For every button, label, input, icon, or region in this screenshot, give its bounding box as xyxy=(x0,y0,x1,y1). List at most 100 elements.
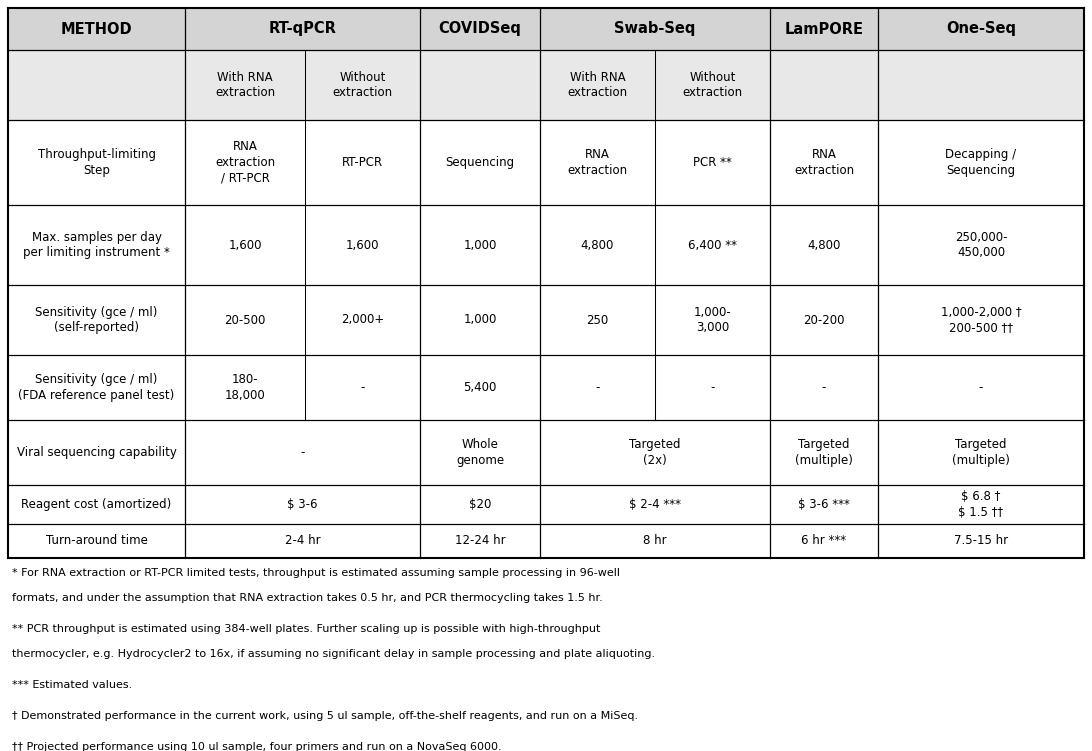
Text: 1,000-
3,000: 1,000- 3,000 xyxy=(693,306,732,334)
Bar xyxy=(185,355,305,420)
Text: COVIDSeq: COVIDSeq xyxy=(439,22,522,37)
Text: 4,800: 4,800 xyxy=(581,239,614,252)
Bar xyxy=(420,120,541,205)
Bar xyxy=(878,485,1084,524)
Text: 250: 250 xyxy=(586,313,608,327)
Text: Targeted
(multiple): Targeted (multiple) xyxy=(952,439,1010,467)
Text: Targeted
(2x): Targeted (2x) xyxy=(629,439,680,467)
Bar xyxy=(878,8,1084,50)
Bar xyxy=(878,50,1084,120)
Bar xyxy=(420,420,541,485)
Bar xyxy=(185,8,420,50)
Text: Without
extraction: Without extraction xyxy=(682,71,743,99)
Text: Sensitivity (gce / ml)
(self-reported): Sensitivity (gce / ml) (self-reported) xyxy=(35,306,157,334)
Bar xyxy=(8,285,185,355)
Bar xyxy=(185,205,305,285)
Bar xyxy=(541,50,655,120)
Bar xyxy=(8,50,185,120)
Bar xyxy=(541,420,770,485)
Text: RNA
extraction
/ RT-PCR: RNA extraction / RT-PCR xyxy=(215,140,275,185)
Bar xyxy=(305,120,420,205)
Text: 4,800: 4,800 xyxy=(807,239,841,252)
Text: With RNA
extraction: With RNA extraction xyxy=(568,71,628,99)
Bar xyxy=(185,50,305,120)
Text: 1,600: 1,600 xyxy=(346,239,379,252)
Text: 8 hr: 8 hr xyxy=(643,535,667,547)
Bar xyxy=(878,205,1084,285)
Text: 2,000+: 2,000+ xyxy=(341,313,384,327)
Bar xyxy=(770,285,878,355)
Bar xyxy=(305,205,420,285)
Bar xyxy=(878,420,1084,485)
Bar xyxy=(655,50,770,120)
Text: 1,000: 1,000 xyxy=(463,313,497,327)
Text: Throughput-limiting
Step: Throughput-limiting Step xyxy=(37,148,155,176)
Bar xyxy=(305,285,420,355)
Bar xyxy=(185,485,420,524)
Bar xyxy=(8,485,185,524)
Bar xyxy=(655,205,770,285)
Bar xyxy=(878,285,1084,355)
Bar xyxy=(541,205,655,285)
Text: 180-
18,000: 180- 18,000 xyxy=(225,373,265,402)
Text: 7.5-15 hr: 7.5-15 hr xyxy=(954,535,1008,547)
Text: $ 2-4 ***: $ 2-4 *** xyxy=(629,498,681,511)
Text: Turn-around time: Turn-around time xyxy=(46,535,147,547)
Bar xyxy=(770,420,878,485)
Text: 2-4 hr: 2-4 hr xyxy=(285,535,320,547)
Bar xyxy=(8,355,185,420)
Text: Sensitivity (gce / ml)
(FDA reference panel test): Sensitivity (gce / ml) (FDA reference pa… xyxy=(19,373,175,402)
Bar xyxy=(420,8,541,50)
Text: METHOD: METHOD xyxy=(61,22,132,37)
Bar xyxy=(655,120,770,205)
Bar xyxy=(305,50,420,120)
Bar xyxy=(878,524,1084,558)
Text: ** PCR throughput is estimated using 384-well plates. Further scaling up is poss: ** PCR throughput is estimated using 384… xyxy=(12,624,601,634)
Text: 1,600: 1,600 xyxy=(228,239,262,252)
Text: 250,000-
450,000: 250,000- 450,000 xyxy=(954,231,1007,259)
Bar xyxy=(420,50,541,120)
Text: RT-PCR: RT-PCR xyxy=(342,156,383,169)
Text: *** Estimated values.: *** Estimated values. xyxy=(12,680,132,690)
Bar xyxy=(541,8,770,50)
Text: $ 3-6: $ 3-6 xyxy=(287,498,318,511)
Text: Without
extraction: Without extraction xyxy=(332,71,392,99)
Text: 20-200: 20-200 xyxy=(804,313,845,327)
Bar xyxy=(770,8,878,50)
Text: 5,400: 5,400 xyxy=(463,381,497,394)
Text: Max. samples per day
per limiting instrument *: Max. samples per day per limiting instru… xyxy=(23,231,170,259)
Bar xyxy=(541,355,655,420)
Text: formats, and under the assumption that RNA extraction takes 0.5 hr, and PCR ther: formats, and under the assumption that R… xyxy=(12,593,603,603)
Bar xyxy=(770,355,878,420)
Text: Reagent cost (amortized): Reagent cost (amortized) xyxy=(22,498,171,511)
Text: With RNA
extraction: With RNA extraction xyxy=(215,71,275,99)
Bar xyxy=(8,524,185,558)
Text: 12-24 hr: 12-24 hr xyxy=(454,535,506,547)
Text: One-Seq: One-Seq xyxy=(946,22,1016,37)
Text: Whole
genome: Whole genome xyxy=(456,439,505,467)
Bar xyxy=(8,420,185,485)
Text: 1,000: 1,000 xyxy=(463,239,497,252)
Bar xyxy=(541,120,655,205)
Text: $ 6.8 †
$ 1.5 ††: $ 6.8 † $ 1.5 †† xyxy=(959,490,1004,519)
Bar xyxy=(541,485,770,524)
Text: -: - xyxy=(822,381,827,394)
Text: PCR **: PCR ** xyxy=(693,156,732,169)
Text: -: - xyxy=(710,381,714,394)
Bar xyxy=(8,205,185,285)
Text: 6,400 **: 6,400 ** xyxy=(688,239,737,252)
Text: thermocycler, e.g. Hydrocycler2 to 16x, if assuming no significant delay in samp: thermocycler, e.g. Hydrocycler2 to 16x, … xyxy=(12,649,655,659)
Text: †† Projected performance using 10 ul sample, four primers and run on a NovaSeq 6: †† Projected performance using 10 ul sam… xyxy=(12,742,501,751)
Text: † Demonstrated performance in the current work, using 5 ul sample, off-the-shelf: † Demonstrated performance in the curren… xyxy=(12,711,638,721)
Text: RNA
extraction: RNA extraction xyxy=(794,148,854,176)
Text: Swab-Seq: Swab-Seq xyxy=(615,22,696,37)
Text: RNA
extraction: RNA extraction xyxy=(568,148,628,176)
Bar xyxy=(541,285,655,355)
Bar xyxy=(655,285,770,355)
Text: -: - xyxy=(595,381,600,394)
Bar xyxy=(185,524,420,558)
Text: RT-qPCR: RT-qPCR xyxy=(269,22,336,37)
Text: -: - xyxy=(978,381,983,394)
Bar xyxy=(305,355,420,420)
Bar xyxy=(770,485,878,524)
